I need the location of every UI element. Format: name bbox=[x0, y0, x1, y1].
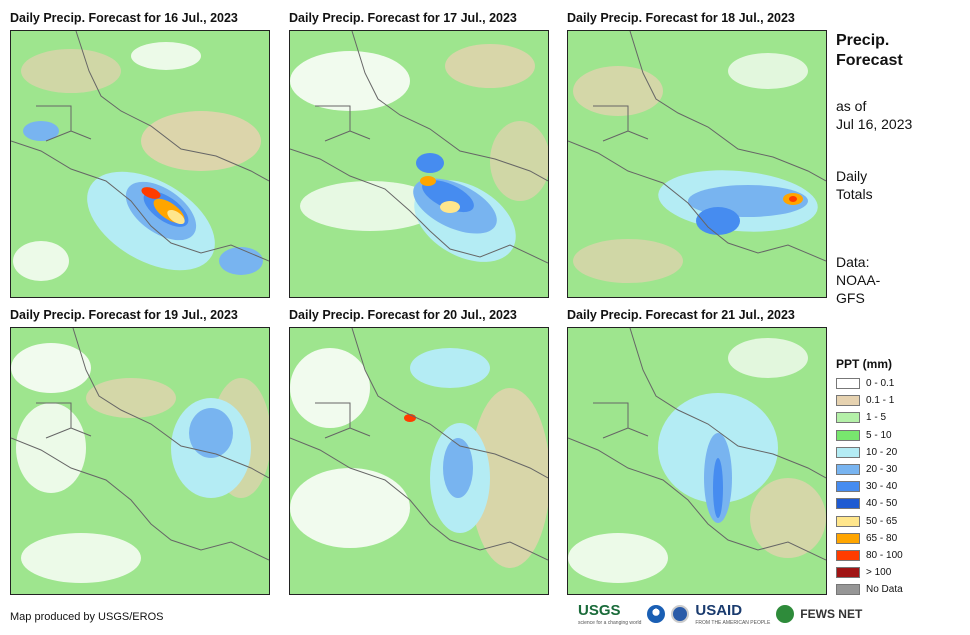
forecast-map-4 bbox=[10, 327, 270, 595]
legend-swatch bbox=[836, 446, 860, 458]
sidebar-title-line1: Precip. bbox=[836, 32, 890, 49]
legend-label: 65 - 80 bbox=[866, 532, 898, 544]
legend-item: 40 - 50 bbox=[836, 496, 897, 511]
legend-label: 40 - 50 bbox=[866, 498, 898, 510]
sidebar-data-source: Data: NOAA- GFS bbox=[836, 253, 880, 307]
forecast-map-6 bbox=[567, 327, 827, 595]
usgs-logo: USGS science for a changing world bbox=[578, 602, 641, 626]
usaid-logo: USAID FROM THE AMERICAN PEOPLE bbox=[695, 602, 770, 626]
sidebar-asof-line1: as of bbox=[836, 98, 867, 114]
legend-swatch bbox=[836, 550, 860, 561]
legend-item: 50 - 65 bbox=[836, 514, 897, 529]
legend-swatch bbox=[836, 498, 860, 510]
sidebar-data-line3: GFS bbox=[836, 290, 865, 306]
legend-label: 30 - 40 bbox=[866, 481, 898, 493]
fewsnet-globe-icon bbox=[776, 605, 795, 623]
panel-title-1: Daily Precip. Forecast for 16 Jul., 2023 bbox=[10, 11, 238, 25]
legend-item: 0 - 0.1 bbox=[836, 376, 894, 391]
forecast-map-5 bbox=[289, 327, 549, 595]
legend-item: 20 - 30 bbox=[836, 462, 897, 477]
sidebar-data-line2: NOAA- bbox=[836, 272, 881, 288]
sidebar-title-line2: Forecast bbox=[836, 52, 903, 69]
forecast-map-3 bbox=[567, 30, 827, 298]
sidebar-totals: Daily Totals bbox=[836, 167, 873, 203]
forecast-map-2 bbox=[289, 30, 549, 298]
sidebar-data-line1: Data: bbox=[836, 254, 870, 270]
legend-swatch bbox=[836, 378, 860, 389]
legend-item: 0.1 - 1 bbox=[836, 393, 894, 408]
legend-item: 1 - 5 bbox=[836, 410, 886, 425]
legend-item: 10 - 20 bbox=[836, 445, 897, 460]
legend-label: > 100 bbox=[866, 567, 892, 579]
legend-label: 10 - 20 bbox=[866, 446, 898, 458]
forecast-map-1 bbox=[10, 30, 270, 298]
legend-title: PPT (mm) bbox=[836, 357, 893, 371]
legend-label: 1 - 5 bbox=[866, 412, 887, 424]
legend-label: No Data bbox=[866, 584, 903, 596]
legend-label: 0.1 - 1 bbox=[866, 395, 895, 407]
legend-swatch bbox=[836, 412, 860, 424]
logo-strip: USGS science for a changing world USAID … bbox=[578, 602, 862, 626]
usgs-tagline: science for a changing world bbox=[578, 620, 642, 626]
legend-item: 65 - 80 bbox=[836, 531, 897, 546]
fewsnet-logo-text: FEWS NET bbox=[800, 607, 863, 621]
legend-label: 80 - 100 bbox=[866, 550, 903, 561]
legend-swatch bbox=[836, 464, 860, 475]
usaid-tagline: FROM THE AMERICAN PEOPLE bbox=[695, 620, 771, 626]
panel-title-3: Daily Precip. Forecast for 18 Jul., 2023 bbox=[567, 11, 795, 25]
usgs-logo-text: USGS bbox=[578, 602, 621, 619]
panel-title-2: Daily Precip. Forecast for 17 Jul., 2023 bbox=[289, 11, 517, 25]
sidebar-asof-line2: Jul 16, 2023 bbox=[836, 116, 913, 132]
legend-item: 80 - 100 bbox=[836, 548, 903, 563]
legend-swatch bbox=[836, 532, 860, 544]
panel-title-4: Daily Precip. Forecast for 19 Jul., 2023 bbox=[10, 308, 238, 322]
legend-swatch bbox=[836, 395, 860, 407]
sidebar-title: Precip. Forecast bbox=[836, 31, 903, 71]
dhs-seal-icon bbox=[671, 605, 690, 623]
sidebar-totals-line2: Totals bbox=[836, 186, 873, 202]
legend-swatch bbox=[836, 567, 860, 579]
legend-item: 30 - 40 bbox=[836, 479, 897, 494]
usaid-logo-text: USAID bbox=[695, 602, 743, 619]
legend-swatch bbox=[836, 584, 860, 596]
legend-label: 50 - 65 bbox=[866, 515, 898, 527]
legend-swatch bbox=[836, 429, 860, 441]
legend-label: 0 - 0.1 bbox=[866, 378, 895, 389]
panel-title-5: Daily Precip. Forecast for 20 Jul., 2023 bbox=[289, 308, 517, 322]
legend-label: 5 - 10 bbox=[866, 429, 892, 441]
panel-title-6: Daily Precip. Forecast for 21 Jul., 2023 bbox=[567, 308, 795, 322]
legend-item: > 100 bbox=[836, 565, 891, 580]
map-credit: Map produced by USGS/EROS bbox=[10, 611, 164, 623]
sidebar-asof: as of Jul 16, 2023 bbox=[836, 97, 912, 133]
legend-swatch bbox=[836, 515, 860, 527]
legend-item: 5 - 10 bbox=[836, 428, 892, 443]
legend-label: 20 - 30 bbox=[866, 464, 898, 475]
sidebar-totals-line1: Daily bbox=[836, 168, 868, 184]
legend-item: No Data bbox=[836, 582, 903, 597]
legend-swatch bbox=[836, 481, 860, 493]
noaa-logo-icon bbox=[647, 605, 666, 623]
